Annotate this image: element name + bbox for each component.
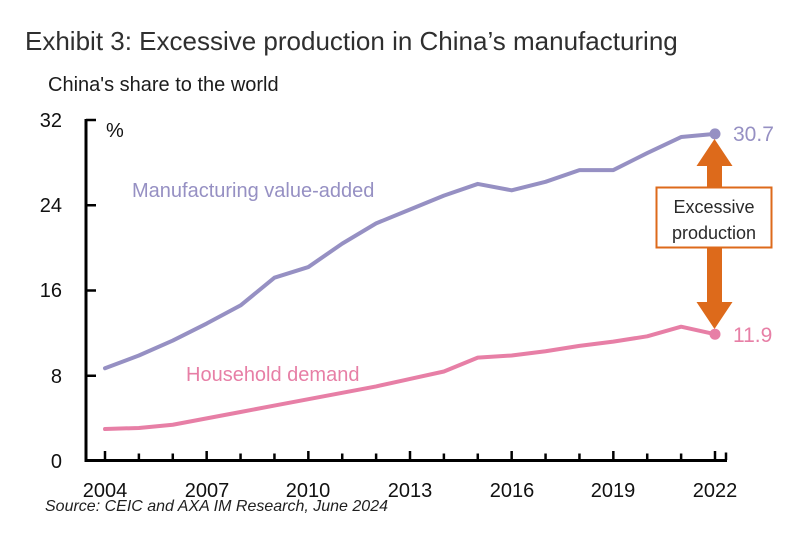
x-tick-label: 2019 [591, 480, 636, 502]
annotation-box [655, 186, 773, 249]
manufacturing-line [103, 131, 717, 371]
chart-subtitle: China's share to the world [48, 74, 279, 96]
x-tick-label: 2016 [490, 480, 535, 502]
y-tick-label: 8 [51, 366, 62, 388]
household-end-value: 11.9 [733, 324, 772, 347]
y-tick-label: 32 [40, 110, 62, 132]
annotation-line-2: production [672, 223, 756, 243]
household-end-dot [709, 328, 721, 340]
exhibit-title: Exhibit 3: Excessive production in China… [25, 26, 678, 56]
x-tick-marks [103, 451, 717, 460]
x-tick-labels: 2004 2007 2010 2013 2016 2019 2022 [83, 480, 738, 502]
x-tick-label: 2004 [83, 480, 128, 502]
x-tick-label: 2013 [388, 480, 433, 502]
x-tick-label: 2022 [693, 480, 738, 502]
y-tick-label: 16 [40, 280, 62, 302]
unit-label: % [106, 120, 124, 142]
household-series-label: Household demand [186, 364, 359, 386]
manufacturing-end-dot [709, 128, 721, 140]
axes [84, 119, 728, 462]
annotation-line-1: Excessive [673, 197, 754, 217]
manufacturing-series-label: Manufacturing value-added [132, 180, 374, 202]
y-tick-label: 24 [40, 195, 62, 217]
x-tick-label: 2010 [286, 480, 331, 502]
manufacturing-end-value: 30.7 [733, 123, 774, 146]
source-note: Source: CEIC and AXA IM Research, June 2… [45, 498, 388, 515]
household-line [103, 324, 717, 432]
x-tick-label: 2007 [185, 480, 230, 502]
y-tick-label: 0 [51, 451, 62, 473]
y-tick-marks [86, 118, 96, 377]
y-tick-labels: 0 8 16 24 32 [40, 110, 62, 473]
